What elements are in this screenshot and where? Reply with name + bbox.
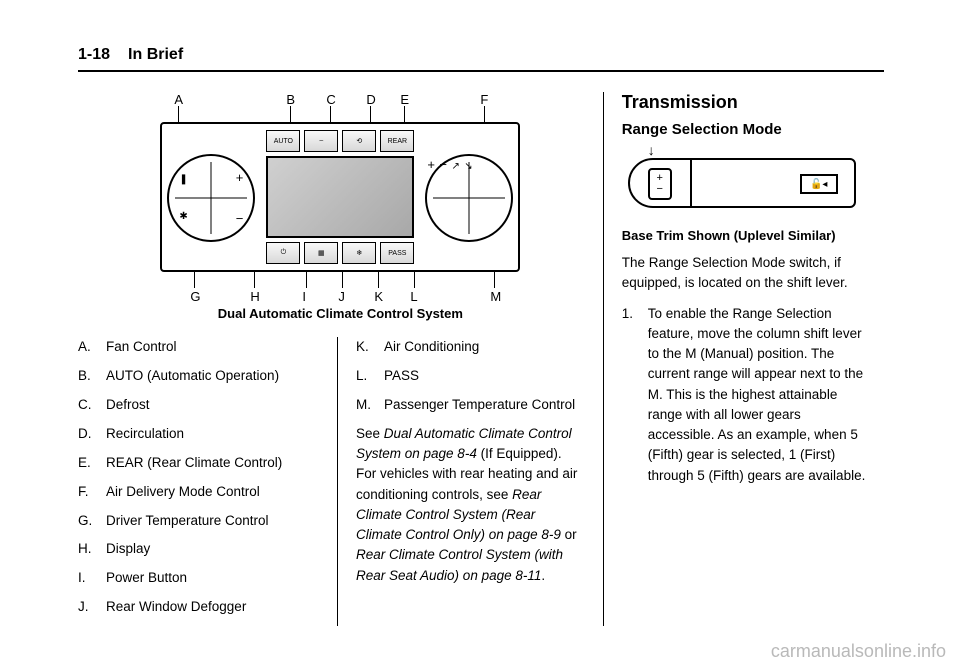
bottom-button-row: ⏻ ▦ ❄ PASS — [266, 242, 414, 264]
pass-button: PASS — [380, 242, 414, 264]
shift-figure-caption: Base Trim Shown (Uplevel Similar) — [622, 228, 866, 243]
arrow-down-icon: ↓ — [648, 142, 655, 158]
callout-m: M — [490, 289, 501, 304]
display-screen — [266, 156, 414, 238]
callout-a: A — [174, 92, 183, 107]
range-selection-heading: Range Selection Mode — [622, 121, 866, 138]
climate-panel: + − ❚ ✱ AUTO ⌢ ⟲ REAR — [160, 122, 520, 272]
callout-g: G — [190, 289, 200, 304]
shift-lever-figure: ↓ + − 🔓◂ — [622, 148, 862, 218]
ac-button: ❄ — [342, 242, 376, 264]
transmission-heading: Transmission — [622, 92, 866, 113]
shift-lever-cap: + − — [630, 160, 692, 206]
watermark: carmanualsonline.info — [771, 641, 946, 662]
plus-minus-switch: + − — [648, 168, 672, 200]
callout-h: H — [250, 289, 259, 304]
callout-d: D — [366, 92, 375, 107]
callout-b: B — [286, 92, 295, 107]
callout-l: L — [410, 289, 417, 304]
callout-k: K — [374, 289, 383, 304]
see-reference-text: See Dual Automatic Climate Control Syste… — [356, 424, 580, 586]
defrost-button: ⌢ — [304, 130, 338, 152]
page-number: 1-18 — [78, 46, 110, 64]
unlock-icon: 🔓◂ — [800, 174, 838, 194]
mode-dial: + − ↗ ↘ — [425, 154, 513, 242]
callout-f: F — [480, 92, 488, 107]
recirc-button: ⟲ — [342, 130, 376, 152]
climate-control-diagram: A B C D E F G H I J K L M — [130, 92, 550, 302]
callout-e: E — [400, 92, 409, 107]
step-text: To enable the Range Selection feature, m… — [648, 304, 866, 486]
power-button: ⏻ — [266, 242, 300, 264]
shift-lever-body: + − 🔓◂ — [628, 158, 856, 208]
fan-dial: + − ❚ ✱ — [167, 154, 255, 242]
callout-j: J — [338, 289, 345, 304]
range-intro-text: The Range Selection Mode switch, if equi… — [622, 253, 866, 294]
callout-i: I — [302, 289, 306, 304]
range-steps: 1. To enable the Range Selection feature… — [622, 304, 866, 486]
legend-left: A.Fan Control B.AUTO (Automatic Operatio… — [78, 337, 319, 618]
auto-button: AUTO — [266, 130, 300, 152]
top-button-row: AUTO ⌢ ⟲ REAR — [266, 130, 414, 152]
legend-right: K.Air Conditioning L.PASS M.Passenger Te… — [356, 337, 580, 416]
manual-page: 1-18 In Brief A B C D E F G — [78, 46, 884, 626]
section-title: In Brief — [128, 46, 183, 64]
page-header: 1-18 In Brief — [78, 46, 884, 72]
climate-diagram-caption: Dual Automatic Climate Control System — [78, 306, 603, 321]
step-number: 1. — [622, 304, 638, 486]
callout-c: C — [326, 92, 335, 107]
rear-button: REAR — [380, 130, 414, 152]
rear-defog-button: ▦ — [304, 242, 338, 264]
